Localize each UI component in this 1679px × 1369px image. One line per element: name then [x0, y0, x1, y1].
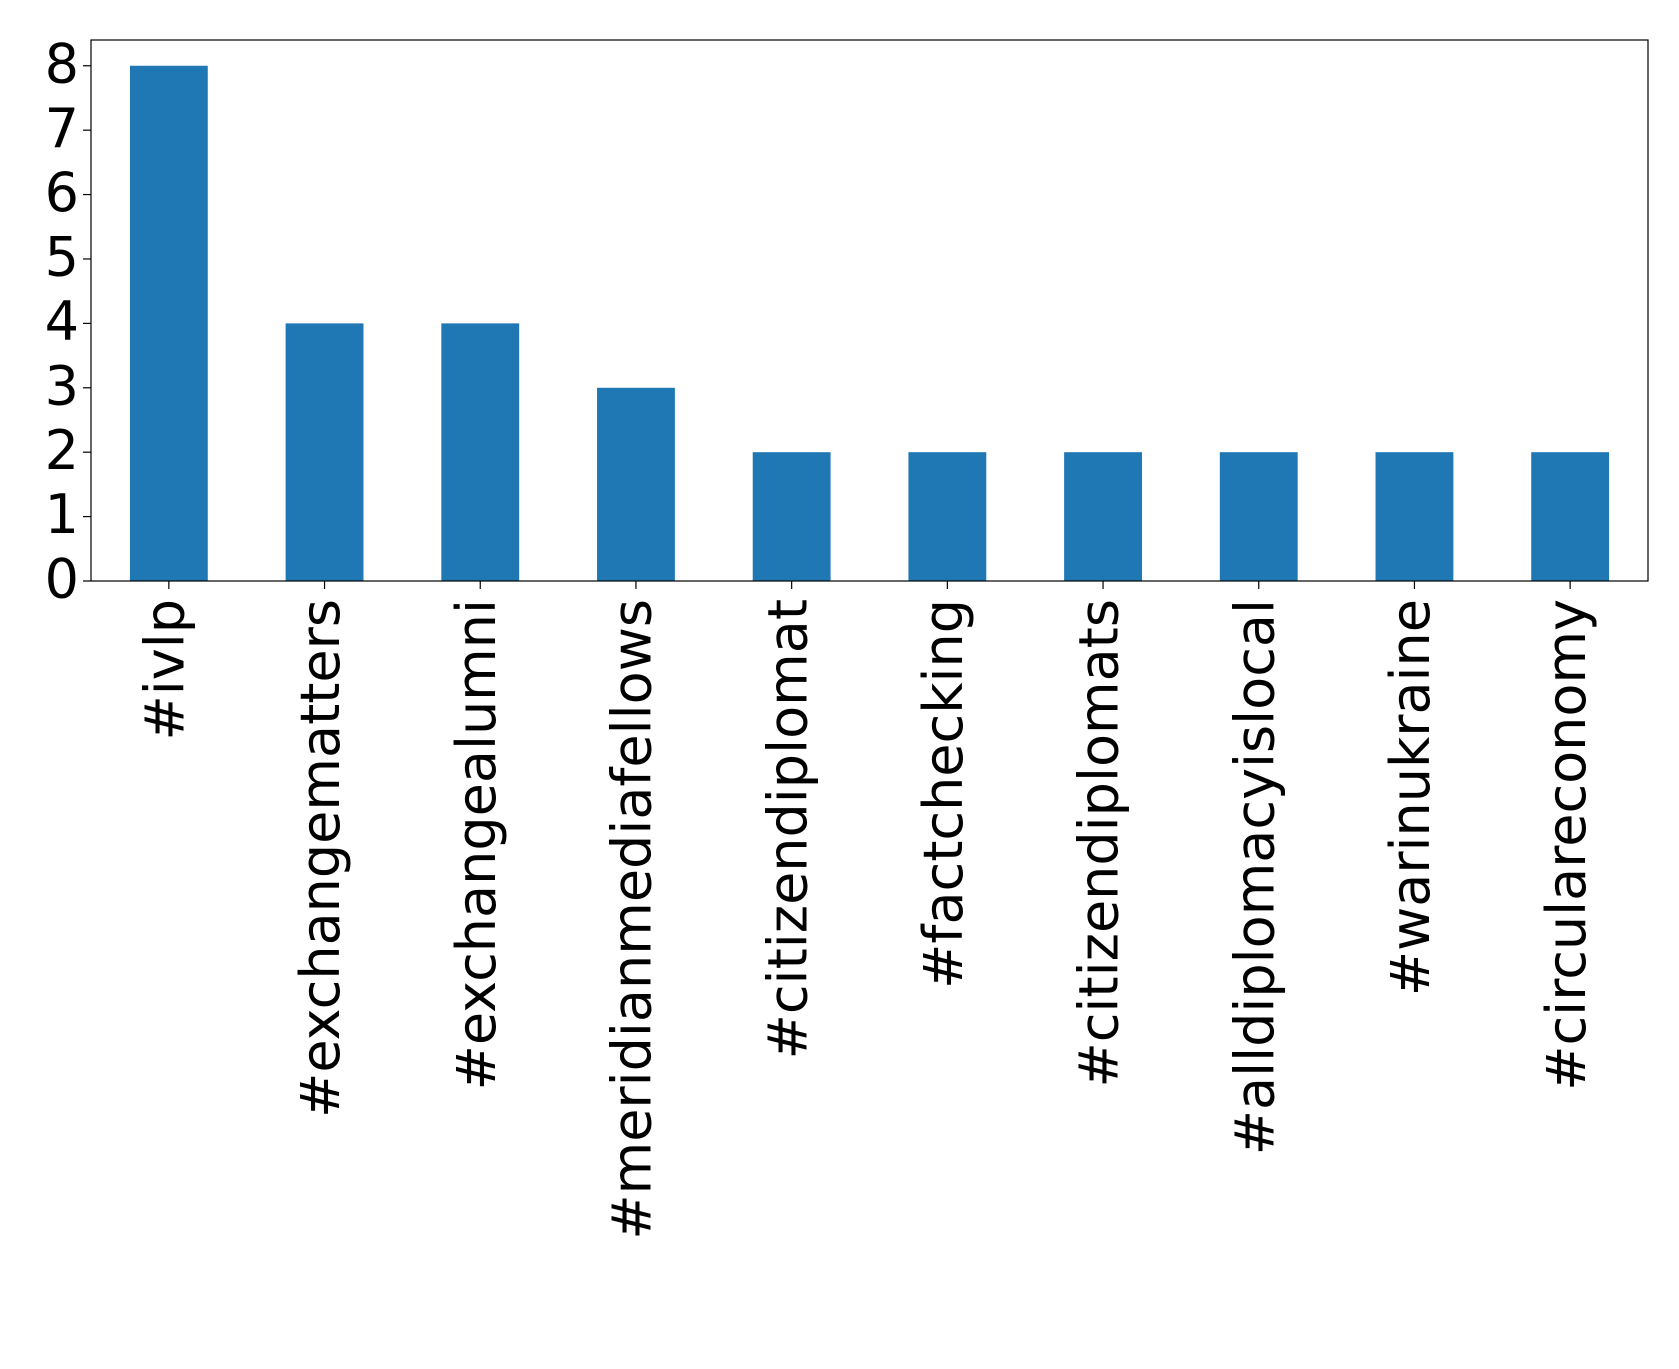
- x-tick-label: #exchangematters: [289, 599, 352, 1118]
- x-tick-label: #meridianmediafellows: [601, 599, 664, 1240]
- bar: [1219, 452, 1298, 581]
- y-tick-label: 2: [45, 419, 79, 482]
- bar: [1531, 452, 1610, 581]
- bar: [752, 452, 831, 581]
- x-tick-label: #citizendiplomats: [1068, 599, 1131, 1088]
- y-tick-label: 3: [45, 354, 79, 417]
- bar: [1375, 452, 1454, 581]
- bar: [129, 65, 208, 581]
- bar: [597, 387, 675, 581]
- y-tick-label: 1: [45, 483, 79, 546]
- x-tick-label: #ivlp: [133, 599, 196, 741]
- x-tick-label: #circulareconomy: [1535, 599, 1598, 1091]
- y-tick-label: 7: [45, 97, 79, 160]
- y-tick-label: 6: [45, 161, 79, 224]
- bar: [908, 452, 987, 581]
- y-tick-label: 5: [45, 226, 79, 289]
- x-tick-label: #exchangealumni: [445, 599, 508, 1090]
- y-tick-label: 0: [45, 548, 79, 611]
- y-tick-label: 4: [45, 290, 79, 353]
- x-tick-label: #warinukraine: [1379, 599, 1442, 996]
- x-tick-label: #alldiplomacyislocal: [1223, 599, 1286, 1155]
- bar: [285, 323, 364, 581]
- bar: [1064, 452, 1142, 581]
- y-tick-label: 8: [45, 32, 79, 95]
- plot-frame: [90, 39, 1649, 582]
- x-tick-label: #citizendiplomat: [756, 599, 819, 1059]
- x-tick-label: #factchecking: [912, 599, 975, 989]
- bar: [441, 323, 520, 581]
